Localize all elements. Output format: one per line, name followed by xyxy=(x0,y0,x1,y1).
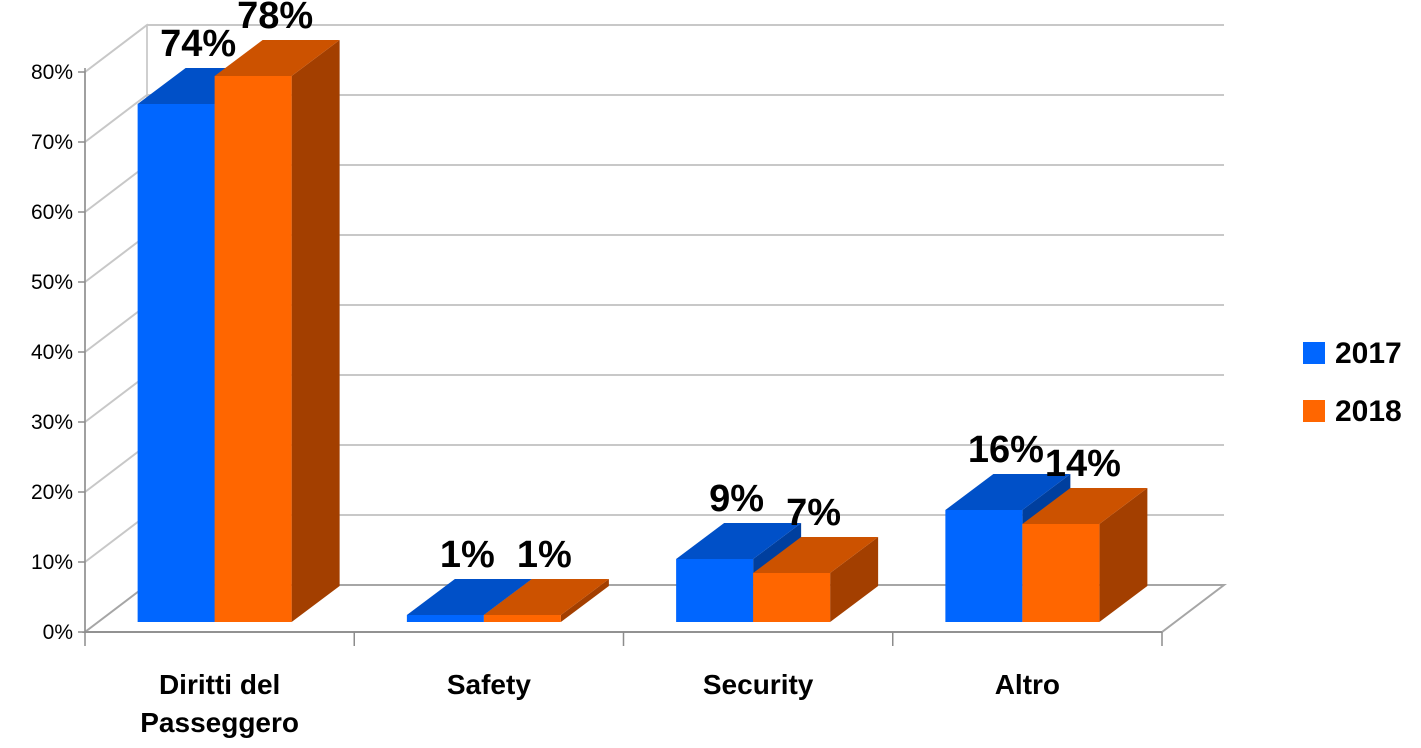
x-category-label-line: Safety xyxy=(447,669,531,700)
bar-front xyxy=(1022,524,1100,622)
y-tick-label: 60% xyxy=(31,201,73,224)
y-tick-label: 20% xyxy=(31,481,73,504)
y-tick-label: 10% xyxy=(31,551,73,574)
gridline xyxy=(84,24,1224,73)
bar-side xyxy=(830,537,879,622)
bar-2018 xyxy=(483,579,609,622)
y-tick-label: 0% xyxy=(43,621,73,644)
data-label: 14% xyxy=(1045,443,1121,485)
bar-front xyxy=(406,615,484,622)
x-category-label-line: Altro xyxy=(995,669,1060,700)
bar-front xyxy=(676,559,754,622)
y-tick-label: 30% xyxy=(31,411,73,434)
bar-top xyxy=(676,523,802,559)
legend: 2017 2018 xyxy=(1303,337,1402,428)
x-category-label: Security xyxy=(703,669,814,700)
legend-swatch xyxy=(1303,342,1325,364)
legend-label: 2017 xyxy=(1335,337,1402,370)
data-label: 16% xyxy=(968,429,1044,471)
legend-label: 2018 xyxy=(1335,395,1402,428)
data-label: 78% xyxy=(237,0,313,37)
legend-swatch xyxy=(1303,400,1325,422)
bar-top xyxy=(1022,488,1148,524)
y-tick-label: 50% xyxy=(31,271,73,294)
data-labels: 74%78% 1% 1% 9% 7% 16% 14% xyxy=(160,0,1121,576)
bar-top xyxy=(214,40,340,76)
bar-front xyxy=(137,104,215,622)
data-label: 9% xyxy=(709,478,764,520)
data-label: 1% xyxy=(517,534,572,576)
bar-2018 xyxy=(1022,488,1148,622)
bar-top xyxy=(945,474,1071,510)
bar-top xyxy=(406,579,532,615)
bar-2018 xyxy=(753,537,879,622)
data-label: 1% xyxy=(440,534,495,576)
bar-front xyxy=(483,615,561,622)
bar-front xyxy=(945,510,1023,622)
x-category-label: Safety xyxy=(447,669,531,700)
x-category-label-line: Passeggero xyxy=(140,707,299,738)
y-tick-label: 40% xyxy=(31,341,73,364)
bar-front xyxy=(214,76,292,622)
y-tick-label: 70% xyxy=(31,131,73,154)
bar-front xyxy=(753,573,831,622)
x-category-label-line: Security xyxy=(703,669,814,700)
bar-top xyxy=(753,537,879,573)
data-label: 7% xyxy=(786,492,841,534)
x-category-label: Diritti del Passeggero xyxy=(140,669,299,738)
bar-side xyxy=(291,40,340,622)
y-axis-ticks: 0% 10% 20% 30% 40% 50% 60% 70% 80% xyxy=(31,61,86,644)
gridline xyxy=(84,94,1224,143)
y-tick-label: 80% xyxy=(31,61,73,84)
x-axis-categories: Diritti del Passeggero Safety Security Altro xyxy=(84,631,1163,738)
x-category-label-line: Diritti del xyxy=(159,669,280,700)
x-category-label: Altro xyxy=(995,669,1060,700)
bar-top xyxy=(483,579,609,615)
bar-side xyxy=(1099,488,1148,622)
bar-2018 xyxy=(214,40,340,622)
bars xyxy=(137,40,1148,622)
data-label: 74% xyxy=(160,23,236,65)
bar-side xyxy=(560,579,609,622)
